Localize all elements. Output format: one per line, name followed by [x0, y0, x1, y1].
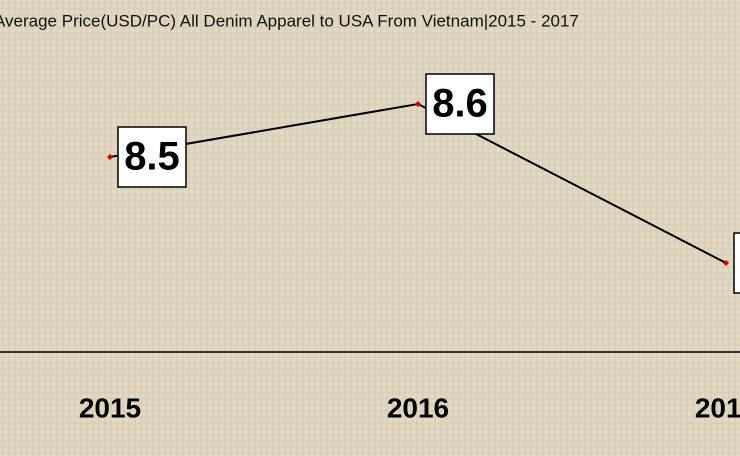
- marker: [415, 101, 421, 107]
- label-box: [425, 73, 495, 135]
- label-box: [117, 126, 187, 188]
- x-tick-label: 2017: [695, 392, 740, 423]
- x-tick-label: 2015: [79, 392, 141, 423]
- data-label: 8.6: [432, 82, 488, 126]
- marker: [107, 154, 113, 160]
- label-box: [733, 232, 740, 294]
- data-label: 8.5: [124, 135, 180, 179]
- marker: [723, 260, 729, 266]
- x-tick-label: 2016: [387, 392, 449, 423]
- chart-title: Average Price(USD/PC) All Denim Apparel …: [0, 11, 579, 30]
